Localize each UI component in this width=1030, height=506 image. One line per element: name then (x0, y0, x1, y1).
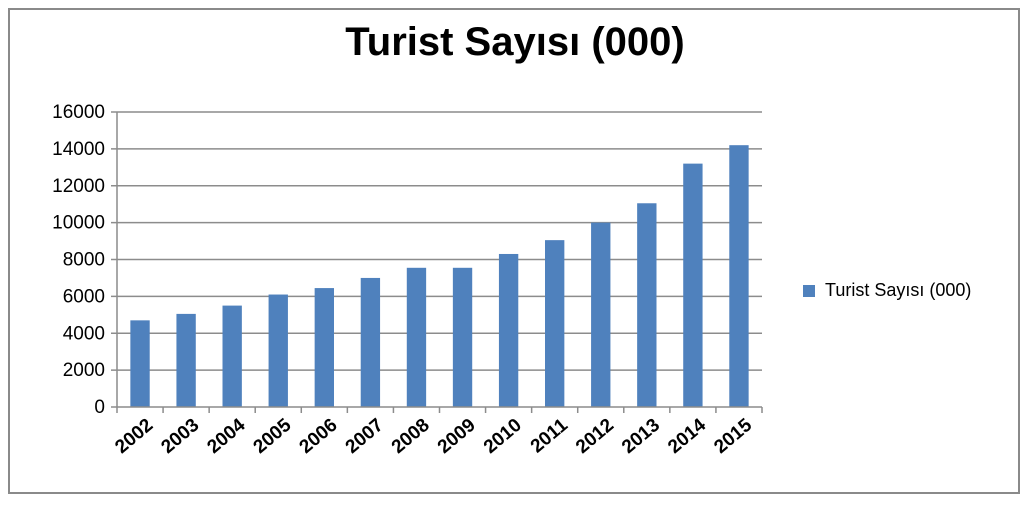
bar (729, 145, 749, 407)
bar (268, 294, 288, 407)
x-tick-label: 2009 (434, 415, 480, 458)
bar (683, 163, 703, 407)
x-tick-label: 2010 (480, 415, 526, 458)
x-tick-label: 2003 (157, 415, 203, 458)
bar (637, 203, 657, 407)
bar (360, 277, 381, 407)
x-tick-label: 2006 (296, 415, 342, 458)
x-tick-label: 2008 (388, 415, 434, 458)
chart-title: Turist Sayısı (000) (345, 20, 685, 64)
x-tick-label: 2013 (618, 415, 664, 458)
y-tick-label: 0 (94, 397, 105, 418)
y-tick-label: 12000 (52, 176, 105, 197)
bar (545, 240, 565, 407)
bar (591, 222, 611, 407)
y-tick-label: 6000 (63, 286, 105, 307)
bar (130, 320, 150, 407)
y-tick-label: 14000 (52, 139, 105, 160)
x-tick-label: 2007 (342, 415, 388, 458)
x-tick-label: 2014 (664, 414, 710, 458)
legend-label: Turist Sayısı (000) (825, 280, 972, 300)
x-tick-label: 2002 (111, 415, 157, 458)
x-tick-label: 2011 (527, 414, 572, 457)
y-tick-label: 4000 (63, 323, 105, 344)
legend-swatch (803, 284, 815, 297)
y-tick-label: 10000 (52, 213, 105, 234)
y-tick-label: 8000 (63, 250, 105, 271)
x-tick-label: 2015 (710, 414, 756, 458)
x-tick-label: 2012 (572, 415, 618, 458)
bar (222, 305, 242, 407)
y-tick-label: 16000 (52, 102, 105, 123)
bar (498, 253, 519, 407)
chart-frame (8, 8, 1020, 494)
x-tick-label: 2005 (250, 414, 296, 458)
bar (452, 267, 473, 407)
x-tick-label: 2004 (204, 414, 250, 458)
bar (314, 288, 334, 407)
bar (176, 313, 196, 407)
y-tick-label: 2000 (63, 360, 105, 381)
chart-legend: Turist Sayısı (000) (803, 280, 971, 301)
bar (406, 267, 427, 407)
